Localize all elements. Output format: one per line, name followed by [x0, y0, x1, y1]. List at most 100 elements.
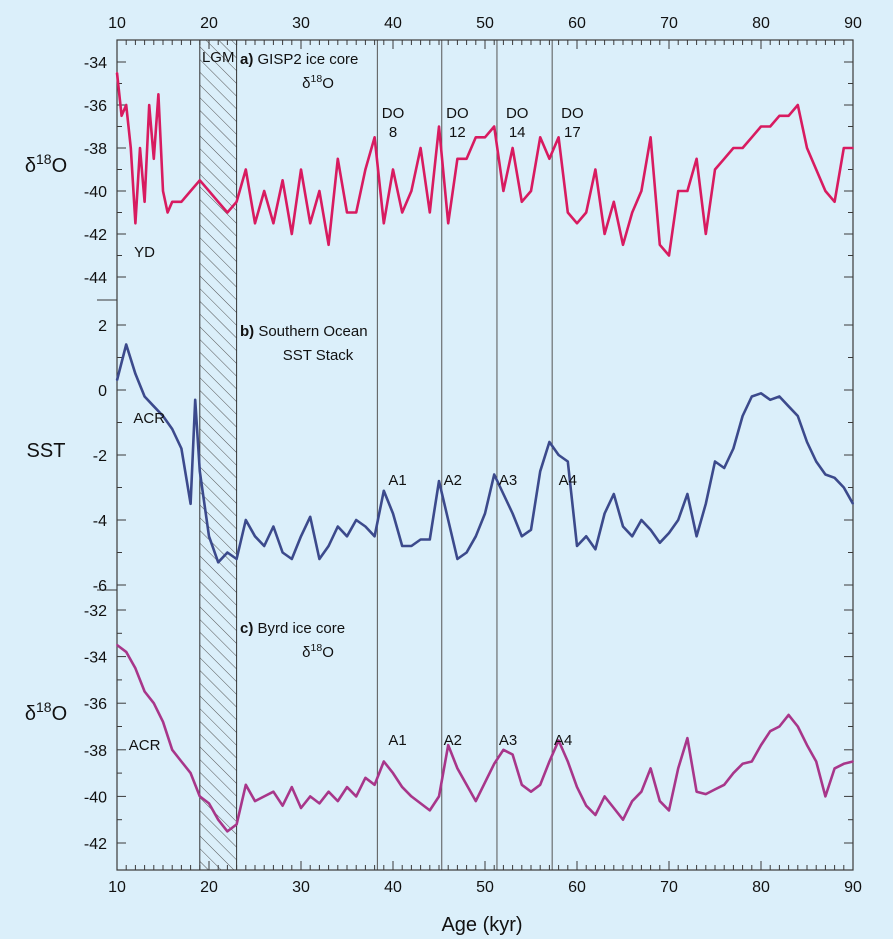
- data-point-a: [631, 211, 634, 214]
- data-point-a: [456, 157, 459, 160]
- data-point-c: [566, 760, 569, 763]
- data-point-b: [134, 372, 137, 375]
- data-point-b: [640, 519, 643, 521]
- data-point-b: [281, 551, 284, 554]
- data-point-a: [254, 222, 256, 225]
- annotation-byrd: A1: [388, 732, 406, 749]
- data-point-b: [162, 415, 164, 417]
- annotation-byrd: A3: [499, 732, 517, 749]
- data-point-c: [750, 760, 753, 763]
- data-point-b: [318, 558, 321, 560]
- data-point-b: [189, 502, 192, 505]
- data-point-b: [631, 535, 634, 538]
- data-point-c: [704, 793, 707, 795]
- data-point-a: [603, 233, 606, 235]
- data-point-c: [272, 790, 275, 793]
- annotation-gisp2: DO: [446, 105, 469, 122]
- data-point-c: [723, 783, 726, 786]
- panel-label-b: b) Southern Ocean: [240, 323, 368, 340]
- data-point-c: [842, 762, 845, 765]
- data-point-a: [833, 200, 836, 203]
- data-point-a: [714, 168, 716, 171]
- data-point-b: [355, 519, 358, 521]
- data-point-b: [364, 525, 367, 528]
- data-point-c: [309, 795, 312, 798]
- data-point-b: [566, 460, 569, 463]
- data-point-c: [539, 783, 542, 786]
- data-point-c: [668, 809, 670, 812]
- data-point-c: [143, 690, 146, 693]
- data-point-a: [217, 200, 220, 203]
- data-point-c: [198, 795, 201, 798]
- panel-label-a: a) GISP2 ice core: [240, 51, 358, 68]
- annotation-byrd: A4: [554, 732, 572, 749]
- data-point-a: [392, 168, 394, 171]
- data-point-a: [539, 136, 542, 139]
- data-point-c: [392, 772, 394, 774]
- data-point-c: [557, 739, 560, 742]
- data-point-b: [852, 502, 854, 505]
- annotation-byrd: ACR: [129, 737, 161, 754]
- data-point-a: [493, 125, 496, 128]
- data-point-b: [695, 535, 698, 538]
- data-point-b: [723, 467, 726, 469]
- data-series: [115, 71, 855, 833]
- data-point-c: [520, 783, 523, 786]
- data-point-b: [244, 519, 247, 521]
- data-point-c: [484, 781, 486, 784]
- data-point-c: [401, 786, 404, 788]
- data-point-a: [557, 136, 560, 139]
- data-point-b: [557, 454, 560, 456]
- data-point-a: [520, 200, 523, 203]
- x-tick-label-top: 60: [568, 15, 586, 32]
- data-point-b: [576, 545, 578, 547]
- y-tick-label: -4: [93, 513, 107, 530]
- data-point-c: [208, 802, 210, 805]
- data-point-b: [842, 486, 845, 489]
- data-point-a: [382, 222, 385, 225]
- x-tick-label-bottom: 90: [844, 879, 862, 896]
- data-point-a: [180, 200, 183, 203]
- y-tick-label: -42: [84, 836, 107, 853]
- data-point-a: [502, 190, 505, 192]
- data-point-a: [336, 157, 339, 160]
- data-point-a: [594, 168, 597, 171]
- panel-sublabel-c: δ18O: [302, 642, 334, 661]
- series-line-b: [115, 343, 855, 564]
- data-point-b: [520, 535, 523, 538]
- data-point-c: [410, 795, 413, 798]
- data-point-c: [493, 762, 496, 765]
- data-point-b: [493, 473, 496, 476]
- data-point-c: [134, 667, 137, 670]
- annotation-gisp2: DO: [506, 105, 529, 122]
- data-point-c: [189, 772, 192, 774]
- y-tick-label: -36: [84, 696, 107, 713]
- data-point-c: [576, 786, 578, 788]
- data-point-b: [254, 535, 256, 538]
- data-point-a: [139, 147, 141, 149]
- x-tick-label-bottom: 10: [108, 879, 126, 896]
- x-tick-label-top: 50: [476, 15, 494, 32]
- data-point-c: [300, 807, 302, 809]
- y-tick-label: -34: [84, 55, 107, 72]
- data-point-b: [787, 405, 790, 408]
- data-point-c: [824, 795, 827, 798]
- data-point-b: [796, 415, 799, 417]
- y-tick-label: -6: [93, 578, 107, 595]
- y-tick-label: -2: [93, 448, 107, 465]
- data-point-b: [410, 545, 413, 547]
- data-point-a: [750, 136, 753, 139]
- data-point-c: [631, 800, 634, 802]
- y-axis-title: SST: [27, 440, 66, 462]
- data-point-b: [226, 551, 229, 554]
- data-point-c: [852, 760, 854, 763]
- data-point-c: [456, 767, 459, 770]
- y-axis-title: δ18O: [25, 699, 67, 725]
- data-point-a: [244, 168, 247, 171]
- annotation-gisp2: YD: [134, 244, 155, 261]
- data-point-c: [125, 651, 128, 653]
- data-point-b: [309, 515, 312, 518]
- data-point-b: [686, 493, 689, 495]
- data-point-a: [143, 200, 146, 203]
- data-point-b: [741, 415, 744, 417]
